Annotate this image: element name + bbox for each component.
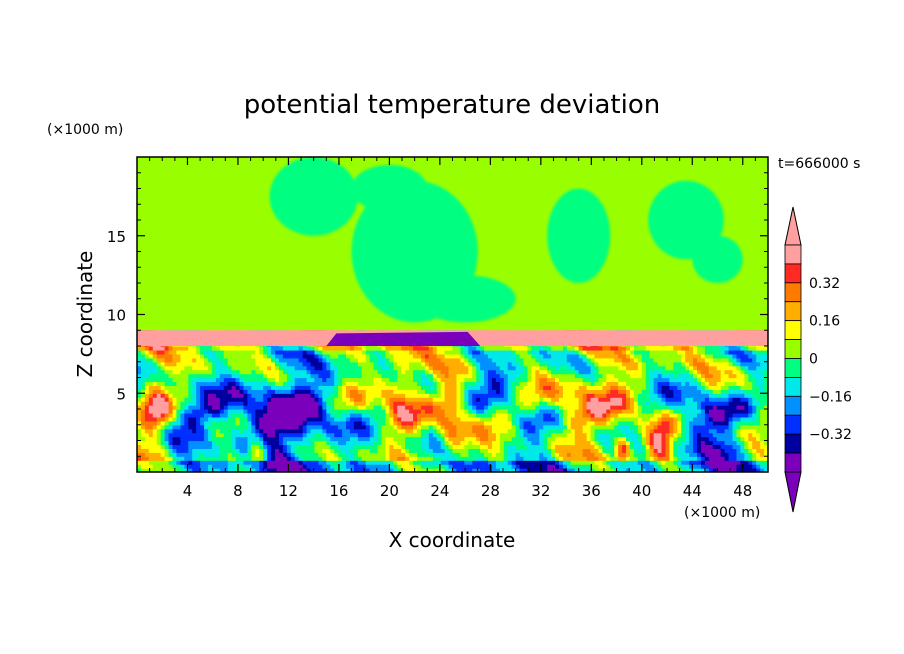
colorbar-tick-label: −0.32 [809,427,852,443]
x-unit-label: (×1000 m) [684,505,760,521]
time-label: t=666000 s [778,156,860,172]
colorbar-swatch [784,282,802,303]
x-tick-label: 20 [380,482,399,500]
colorbar-swatch [784,395,802,416]
x-tick-label: 36 [582,482,601,500]
colorbar-swatch [784,377,802,397]
colorbar-swatch [784,320,802,340]
x-tick-label: 28 [481,482,500,500]
y-axis: 5 10 15 [107,172,768,457]
x-tick-label: 4 [183,482,193,500]
y-axis-label: Z coordinate [73,251,97,378]
x-tick-label: 24 [430,482,449,500]
heatmap-field [137,157,768,472]
colorbar-swatch [784,414,802,435]
colorbar-swatch [784,244,802,265]
y-tick-label: 10 [107,307,126,325]
colorbar-swatch [784,452,802,473]
cold-pool [326,331,481,346]
colorbar-swatch [784,433,802,454]
colorbar: 0.32 0.16 0 −0.16 −0.32 [784,206,852,513]
colorbar-swatch [784,339,802,359]
x-tick-label: 16 [329,482,348,500]
upper-patch [547,188,611,283]
y-unit-label: (×1000 m) [47,122,123,138]
colorbar-under-arrow [784,471,802,513]
x-tick-label: 48 [733,482,752,500]
colorbar-over-arrow [784,206,802,246]
y-tick-label: 15 [107,228,126,246]
y-tick-label: 5 [116,385,126,403]
upper-patch [269,157,358,236]
upper-patch [351,164,428,213]
colorbar-tick-label: −0.16 [809,389,852,405]
colorbar-tick-label: 0 [809,352,818,368]
x-axis-label: X coordinate [389,528,516,552]
lower-turbulent-layer [137,330,768,472]
x-tick-label: 8 [233,482,243,500]
x-tick-label: 40 [632,482,651,500]
colorbar-swatch [784,263,802,284]
x-tick-label: 12 [279,482,298,500]
x-tick-label: 44 [683,482,702,500]
upper-patch [414,275,516,323]
colorbar-swatch [784,301,802,322]
colorbar-swatch [784,358,802,378]
x-tick-label: 32 [531,482,550,500]
chart-title: potential temperature deviation [244,90,660,120]
upper-patches [269,157,743,323]
colorbar-tick-label: 0.16 [809,314,840,330]
x-axis: 4 8 12 16 20 24 28 32 36 40 44 48 [149,157,756,500]
upper-patch [692,235,743,283]
colorbar-tick-label: 0.32 [809,276,840,292]
